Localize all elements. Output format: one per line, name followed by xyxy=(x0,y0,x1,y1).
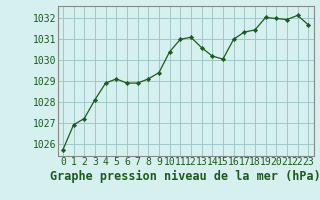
X-axis label: Graphe pression niveau de la mer (hPa): Graphe pression niveau de la mer (hPa) xyxy=(50,170,320,183)
